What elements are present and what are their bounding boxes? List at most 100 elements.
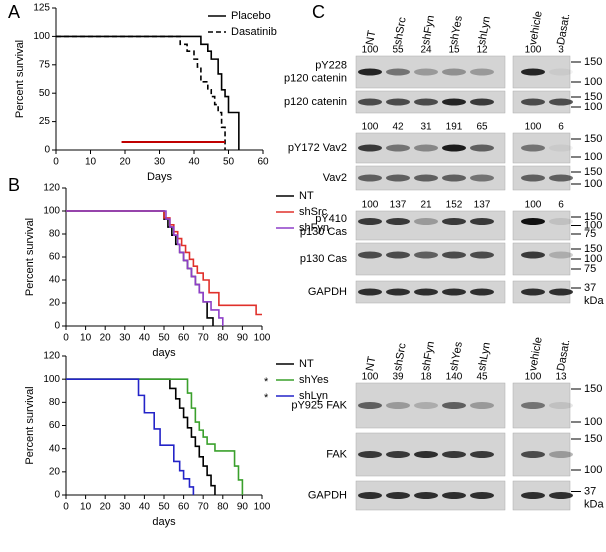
mw-marker: 100 <box>584 253 602 265</box>
blot-band <box>358 174 382 182</box>
y-tick-label: 125 <box>33 3 50 14</box>
blot-band <box>414 144 438 152</box>
blot-band <box>358 451 382 458</box>
quant-value: 13 <box>555 372 567 383</box>
mw-marker: 100 <box>584 178 602 190</box>
blot-band <box>414 251 438 259</box>
blot-band <box>386 98 410 106</box>
x-tick-label: 90 <box>237 502 249 513</box>
blot-band <box>386 402 410 409</box>
quant-value: 24 <box>420 45 432 56</box>
blot-band <box>521 98 545 106</box>
blot-band <box>442 174 466 182</box>
x-tick-label: 20 <box>100 333 112 344</box>
row-label: FAK <box>326 448 347 460</box>
panel-label: A <box>8 2 20 22</box>
x-tick-label: 30 <box>154 157 166 168</box>
blot-band <box>470 144 494 152</box>
mw-marker: 150 <box>584 133 602 145</box>
blot-band <box>442 288 466 296</box>
row-label: Vav2 <box>323 172 347 184</box>
y-tick-label: 60 <box>49 420 61 431</box>
blot-band <box>386 288 410 296</box>
blot-band <box>549 402 573 409</box>
blot-band <box>358 251 382 259</box>
x-tick-label: 0 <box>63 502 69 513</box>
quant-value: 39 <box>392 372 404 383</box>
blot-band <box>386 68 410 76</box>
panel-label: C <box>312 2 325 22</box>
quant-value: 45 <box>476 372 488 383</box>
quant-value: 21 <box>420 200 432 211</box>
lane-label: NT <box>364 29 378 46</box>
blot-band <box>549 174 573 182</box>
y-tick-label: 120 <box>43 351 60 362</box>
blot-band <box>386 218 410 225</box>
row-label: p130 Cas <box>300 226 348 238</box>
y-axis-label: Percent survival <box>24 386 36 464</box>
blot-band <box>358 218 382 225</box>
quant-value: 100 <box>525 200 542 211</box>
blot-band <box>442 68 466 76</box>
blot-band <box>414 402 438 409</box>
mw-marker: 100 <box>584 219 602 231</box>
x-tick-label: 60 <box>257 157 269 168</box>
mw-marker: 100 <box>584 101 602 113</box>
lane-label: Dasat. <box>555 339 572 372</box>
mw-marker: 75 <box>584 263 596 275</box>
mw-marker: 75 <box>584 228 596 240</box>
blot-band <box>358 68 382 76</box>
mw-marker: 150 <box>584 211 602 223</box>
quant-value: 31 <box>420 122 432 133</box>
y-tick-label: 25 <box>39 116 51 127</box>
blot-band <box>386 492 410 499</box>
survival-curve <box>56 35 226 150</box>
x-tick-label: 40 <box>139 502 151 513</box>
y-tick-label: 0 <box>54 490 60 501</box>
blot-band <box>386 251 410 259</box>
blot-band <box>549 451 573 458</box>
blot-band <box>470 451 494 458</box>
blot-band <box>414 451 438 458</box>
mw-marker: 100 <box>584 464 602 476</box>
x-tick-label: 70 <box>198 333 210 344</box>
quant-value: 65 <box>476 122 488 133</box>
significance-mark: * <box>264 392 269 404</box>
y-axis-label: Percent survival <box>24 218 36 296</box>
survival-curve <box>56 35 240 150</box>
x-tick-label: 10 <box>80 502 92 513</box>
y-tick-label: 50 <box>39 88 51 99</box>
blot-band <box>470 174 494 182</box>
blot-band <box>470 218 494 225</box>
survival-curve <box>66 378 216 495</box>
quant-value: 15 <box>448 45 460 56</box>
quant-value: 6 <box>558 122 564 133</box>
blot-band <box>386 174 410 182</box>
legend-label: NT <box>299 358 314 370</box>
row-label: pY410 <box>315 213 347 225</box>
blot-band <box>549 68 573 76</box>
quant-value: 140 <box>446 372 463 383</box>
blot-band <box>521 174 545 182</box>
x-tick-label: 20 <box>100 502 112 513</box>
quant-value: 12 <box>476 45 488 56</box>
quant-value: 100 <box>362 122 379 133</box>
blot-image <box>512 210 571 241</box>
x-tick-label: 100 <box>254 333 271 344</box>
blot-band <box>358 98 382 106</box>
mw-marker: 150 <box>584 166 602 178</box>
blot-band <box>470 68 494 76</box>
blot-band <box>549 218 573 225</box>
x-tick-label: 50 <box>223 157 235 168</box>
row-label: pY172 Vav2 <box>288 142 347 154</box>
row-label: pY228 <box>315 59 347 71</box>
blot-band <box>386 451 410 458</box>
quant-value: 18 <box>420 372 432 383</box>
blot-band <box>442 492 466 499</box>
blot-image <box>355 242 506 276</box>
quant-value: 6 <box>558 200 564 211</box>
blot-band <box>549 98 573 106</box>
x-axis-label: days <box>152 516 176 528</box>
y-tick-label: 40 <box>49 275 61 286</box>
blot-band <box>549 288 573 296</box>
